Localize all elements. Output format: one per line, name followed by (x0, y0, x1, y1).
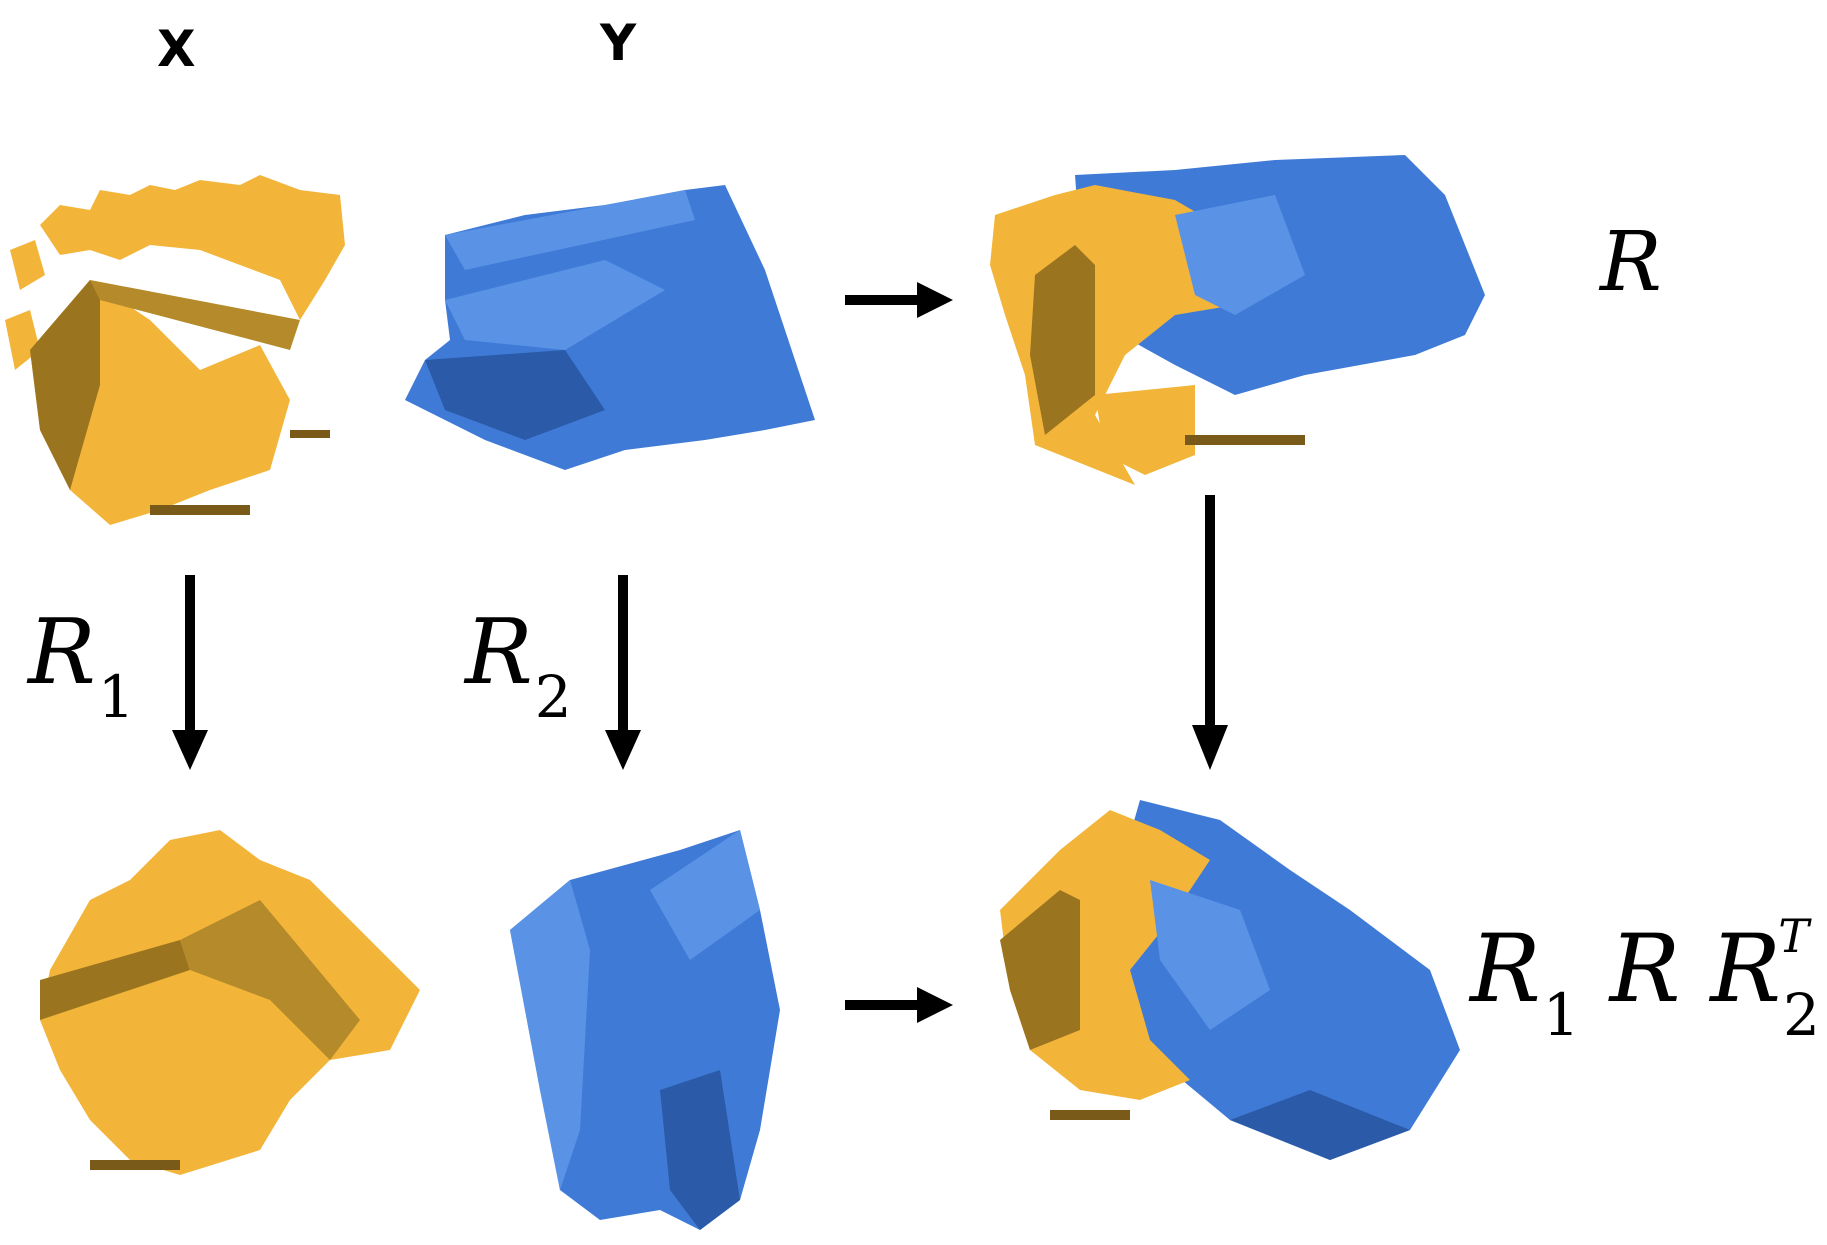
label-combo-c: R (1710, 915, 1782, 1024)
label-combo-b: R (1609, 915, 1681, 1024)
arrow-right-top (845, 282, 953, 318)
arrow-down-right (1192, 495, 1228, 770)
point-cloud-r-aligned (990, 155, 1485, 485)
label-y: Y (600, 14, 637, 72)
label-r2-sub: 2 (534, 663, 572, 731)
arrow-down-r2 (605, 575, 641, 770)
point-cloud-combined-rotated (1000, 800, 1460, 1160)
label-combo-a-sub: 1 (1542, 981, 1580, 1049)
point-cloud-y-rotated (510, 830, 780, 1230)
point-cloud-x-original (5, 175, 345, 525)
label-r2-base: R (465, 600, 533, 705)
label-combo-c-sup: T (1778, 909, 1809, 963)
arrow-right-bottom (845, 987, 953, 1023)
label-r2: R2 (465, 600, 572, 731)
label-combo-a: R (1470, 915, 1541, 1024)
point-cloud-x-rotated (40, 830, 420, 1175)
label-r1-r-r2t: R1 R R2 T (1470, 909, 1820, 1049)
label-combo-c-sub: 2 (1783, 981, 1820, 1049)
arrow-down-r1 (172, 575, 208, 770)
label-r: R (1600, 215, 1662, 310)
label-x: X (157, 20, 196, 78)
label-r1: R1 (28, 600, 135, 731)
label-r1-base: R (28, 600, 96, 705)
label-r1-sub: 1 (97, 663, 135, 731)
point-cloud-y-original (405, 185, 815, 470)
